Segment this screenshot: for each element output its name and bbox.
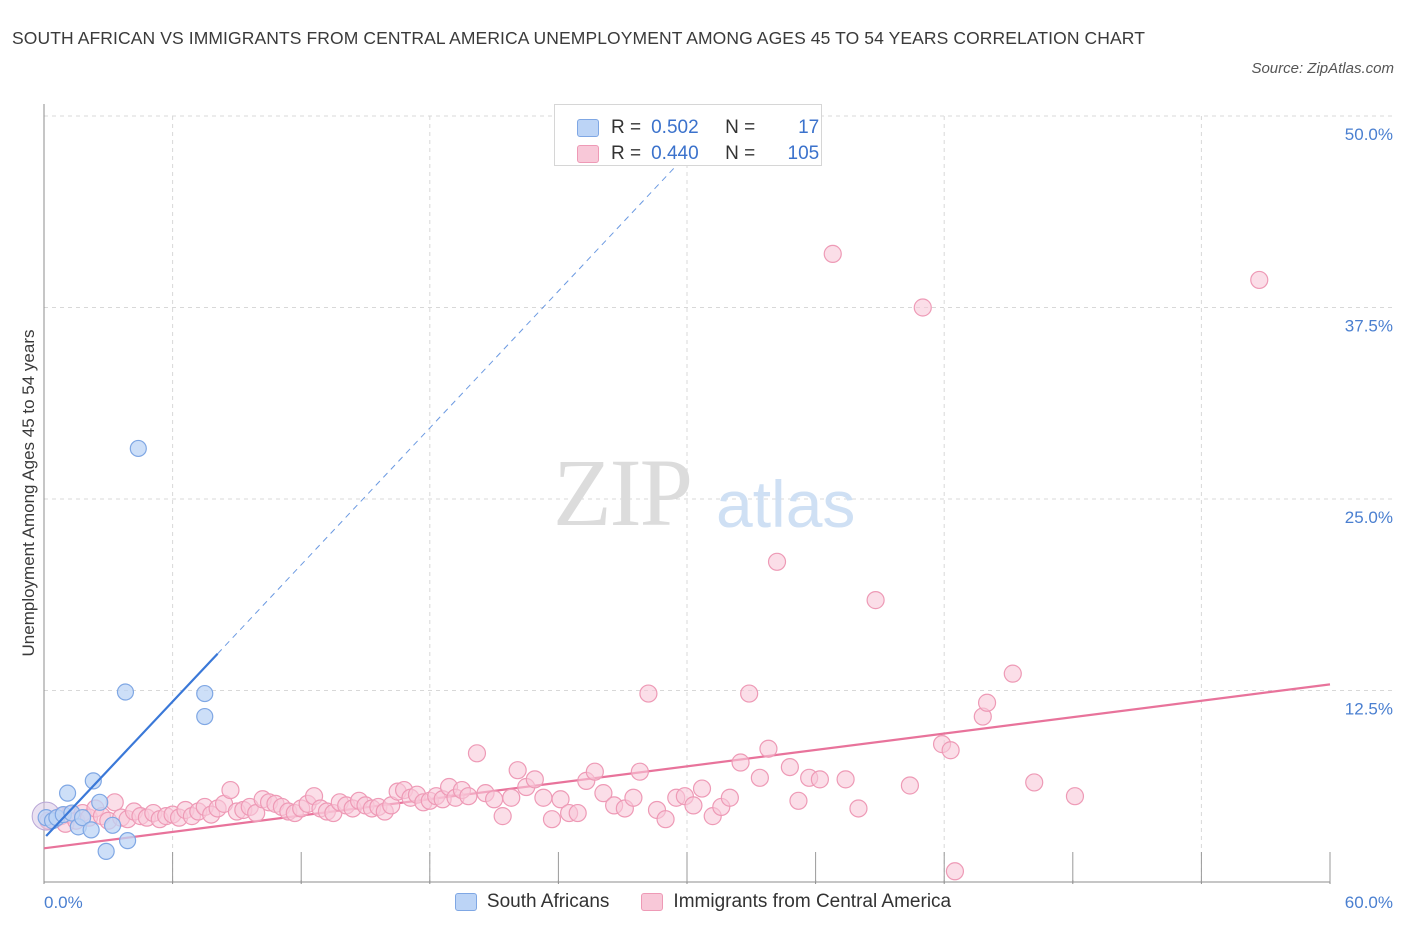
central-america-point xyxy=(485,790,504,809)
legend-item-south-africans[interactable]: South Africans xyxy=(454,891,610,913)
central-america-point xyxy=(759,739,778,758)
central-america-point xyxy=(459,787,478,806)
n-value: 105 xyxy=(787,143,820,164)
south-africans-point xyxy=(84,772,102,790)
central-america-point xyxy=(656,810,675,829)
watermark-zip: ZIP xyxy=(553,439,691,546)
central-america-point xyxy=(900,776,920,795)
r-value: 0.440 xyxy=(651,143,699,164)
source-label: Source: ZipAtlas.com xyxy=(1251,60,1394,77)
n-label: N = xyxy=(725,117,756,138)
central-america-point xyxy=(913,298,932,317)
central-america-point xyxy=(1003,664,1022,683)
central-america-point xyxy=(720,788,739,807)
south-africans-trend-line xyxy=(45,652,219,837)
central-america-point xyxy=(585,762,604,781)
south-africans-point xyxy=(116,683,135,701)
chart-title: SOUTH AFRICAN VS IMMIGRANTS FROM CENTRAL… xyxy=(12,28,1145,48)
y-tick-label: 37.5% xyxy=(1345,317,1393,336)
y-tick-label: 12.5% xyxy=(1345,700,1393,719)
central-america-point xyxy=(525,770,544,789)
axis-layer xyxy=(43,104,1331,884)
r-label: R = xyxy=(611,143,642,164)
stats-legend-row-south-africans: R = 0.502 N = 17 xyxy=(577,115,819,141)
south-africans-trend-extension xyxy=(217,149,692,655)
n-value: 17 xyxy=(798,117,820,138)
pink-swatch-icon xyxy=(641,893,664,911)
south-africans-point xyxy=(129,439,147,458)
n-label: N = xyxy=(725,143,756,164)
legend-label: South Africans xyxy=(486,891,610,912)
central-america-point xyxy=(105,793,124,812)
central-america-point xyxy=(731,753,750,772)
central-america-point xyxy=(740,684,759,703)
watermark-atlas: atlas xyxy=(716,467,855,541)
central-america-point xyxy=(866,591,885,610)
central-america-point xyxy=(502,788,521,807)
south-africans-point xyxy=(196,707,214,726)
central-america-point xyxy=(639,684,658,703)
central-america-point xyxy=(692,779,712,798)
legend-item-central-america[interactable]: Immigrants from Central America xyxy=(641,891,951,913)
central-america-point xyxy=(789,791,808,810)
x-tick-label-max: 60.0% xyxy=(1345,893,1393,912)
central-america-point xyxy=(630,762,649,781)
point-layer xyxy=(31,244,1269,881)
central-america-point xyxy=(836,770,855,789)
central-america-point xyxy=(1065,787,1085,806)
stats-legend-row-central-america: R = 0.440 N = 105 xyxy=(577,141,819,167)
blue-swatch-icon xyxy=(577,119,599,137)
central-america-point xyxy=(780,757,799,777)
south-africans-point xyxy=(97,842,115,860)
south-africans-point xyxy=(58,784,77,802)
y-tick-label: 50.0% xyxy=(1345,125,1393,144)
y-tick-label: 25.0% xyxy=(1345,508,1393,527)
central-america-point xyxy=(508,761,527,780)
x-tick-label-min: 0.0% xyxy=(44,893,83,912)
watermark: ZIP atlas xyxy=(553,439,855,546)
central-america-point xyxy=(624,788,643,807)
south-africans-point xyxy=(73,809,92,827)
central-america-point xyxy=(493,807,512,826)
r-value: 0.502 xyxy=(651,117,699,138)
series-legend: South Africans Immigrants from Central A… xyxy=(0,888,1406,916)
central-america-point xyxy=(767,552,787,571)
south-africans-point xyxy=(82,821,100,839)
r-label: R = xyxy=(611,117,642,138)
stats-legend: R = 0.502 N = 17 R = 0.440 N = 105 xyxy=(554,104,822,166)
south-africans-point xyxy=(118,832,137,850)
central-america-point xyxy=(594,784,613,803)
central-america-point xyxy=(534,788,553,807)
central-america-point xyxy=(750,768,769,787)
central-america-point xyxy=(684,796,703,815)
central-america-point xyxy=(221,780,240,800)
central-america-point xyxy=(849,799,868,818)
central-america-point xyxy=(823,244,842,263)
central-america-point xyxy=(941,741,960,760)
central-america-point xyxy=(810,770,829,789)
label-layer: 0.0% 60.0% Unemployment Among Ages 45 to… xyxy=(19,125,1393,912)
y-axis-title: Unemployment Among Ages 45 to 54 years xyxy=(19,330,38,657)
legend-label: Immigrants from Central America xyxy=(673,891,952,912)
pink-swatch-icon xyxy=(577,145,599,163)
central-america-point xyxy=(977,693,997,712)
south-africans-point xyxy=(91,793,109,811)
central-america-point xyxy=(551,790,570,809)
south-africans-point xyxy=(103,816,122,834)
south-africans-point xyxy=(196,684,214,703)
central-america-point xyxy=(568,803,587,823)
central-america-point xyxy=(467,744,487,763)
central-america-point xyxy=(945,862,965,881)
central-america-point xyxy=(542,810,562,829)
blue-swatch-icon xyxy=(454,893,477,911)
central-america-point xyxy=(1025,773,1044,792)
central-america-point xyxy=(1250,270,1269,290)
